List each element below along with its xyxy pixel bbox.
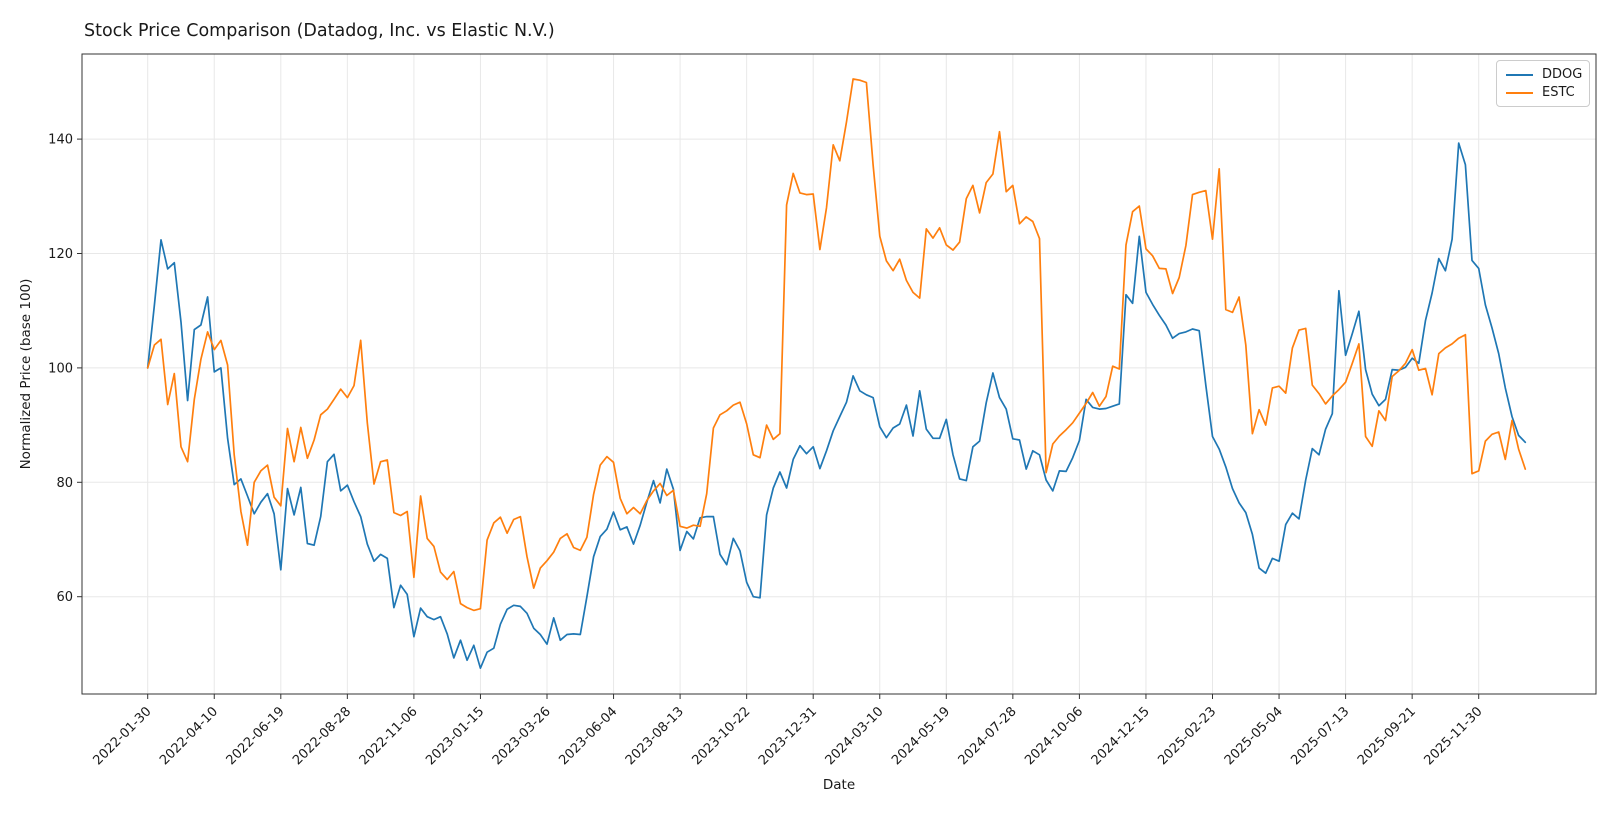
x-tick-label: 2024-07-28 (956, 704, 1020, 768)
x-axis-label: Date (822, 777, 856, 793)
x-tick-label: 2023-03-26 (490, 704, 554, 768)
x-tick-label: 2024-10-06 (1022, 704, 1086, 768)
x-tick-label: 2022-04-10 (157, 704, 221, 768)
estc-line (146, 78, 1527, 612)
x-tick-label: 2024-03-10 (823, 704, 887, 768)
x-tick-label: 2025-07-13 (1288, 704, 1352, 768)
x-tick-label: 2022-06-19 (224, 704, 288, 768)
x-tick-label: 2025-05-04 (1222, 704, 1286, 768)
x-tick-label: 2022-01-30 (90, 704, 154, 768)
ddog-line (146, 142, 1527, 670)
legend-label-estc: ESTC (1542, 85, 1575, 100)
x-tick-label: 2025-09-21 (1355, 704, 1419, 768)
y-axis-label: Normalized Price (base 100) (18, 278, 34, 470)
legend-entry-estc: ESTC (1506, 85, 1580, 100)
x-tick-label: 2025-02-23 (1155, 704, 1219, 768)
y-tick-label: 120 (48, 247, 73, 262)
y-tick-label: 80 (56, 476, 73, 491)
estc-line-swatch (1506, 91, 1533, 94)
x-tick-label: 2024-05-19 (889, 704, 953, 768)
x-tick-label: 2023-01-15 (423, 704, 487, 768)
legend-label-ddog: DDOG (1542, 67, 1583, 82)
legend: DDOG ESTC (1496, 60, 1590, 107)
x-tick-label: 2025-11-30 (1421, 704, 1485, 768)
x-tick-label: 2023-10-22 (689, 704, 753, 768)
x-tick-label: 2023-08-13 (623, 704, 687, 768)
y-tick-label: 140 (48, 133, 73, 148)
y-tick-label: 60 (56, 590, 73, 605)
x-tick-label: 2023-12-31 (756, 704, 820, 768)
axes-frame (81, 53, 1597, 695)
ddog-line-swatch (1506, 73, 1533, 76)
y-tick-label: 100 (48, 361, 73, 376)
chart-title: Stock Price Comparison (Datadog, Inc. vs… (84, 21, 555, 41)
x-tick-label: 2024-12-15 (1089, 704, 1153, 768)
legend-entry-ddog: DDOG (1506, 67, 1583, 82)
x-tick-label: 2023-06-04 (556, 704, 620, 768)
x-tick-label: 2022-11-06 (357, 704, 421, 768)
x-tick-label: 2022-08-28 (290, 704, 354, 768)
